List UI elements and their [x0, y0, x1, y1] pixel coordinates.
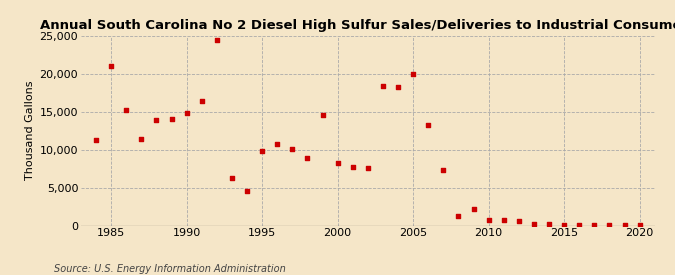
Point: [377, 84, 388, 88]
Point: [543, 222, 554, 226]
Point: [242, 188, 252, 193]
Point: [483, 218, 494, 222]
Point: [227, 176, 238, 181]
Point: [393, 84, 404, 89]
Point: [634, 222, 645, 227]
Point: [559, 222, 570, 227]
Point: [604, 222, 615, 227]
Point: [136, 137, 146, 141]
Point: [90, 138, 101, 142]
Point: [468, 207, 479, 211]
Point: [514, 219, 524, 223]
Y-axis label: Thousand Gallons: Thousand Gallons: [26, 81, 35, 180]
Point: [589, 222, 600, 227]
Point: [211, 37, 222, 42]
Point: [106, 64, 117, 68]
Point: [182, 111, 192, 116]
Point: [619, 222, 630, 227]
Point: [438, 168, 449, 172]
Point: [317, 113, 328, 118]
Point: [287, 147, 298, 151]
Point: [348, 165, 358, 169]
Point: [196, 99, 207, 103]
Point: [498, 218, 509, 222]
Point: [302, 156, 313, 160]
Point: [529, 222, 539, 226]
Text: Source: U.S. Energy Information Administration: Source: U.S. Energy Information Administ…: [54, 264, 286, 274]
Point: [121, 108, 132, 112]
Title: Annual South Carolina No 2 Diesel High Sulfur Sales/Deliveries to Industrial Con: Annual South Carolina No 2 Diesel High S…: [40, 19, 675, 32]
Point: [574, 222, 585, 227]
Point: [272, 141, 283, 146]
Point: [423, 122, 433, 127]
Point: [166, 117, 177, 122]
Point: [408, 72, 418, 76]
Point: [332, 161, 343, 166]
Point: [256, 149, 267, 153]
Point: [362, 166, 373, 170]
Point: [453, 214, 464, 219]
Point: [151, 118, 162, 122]
